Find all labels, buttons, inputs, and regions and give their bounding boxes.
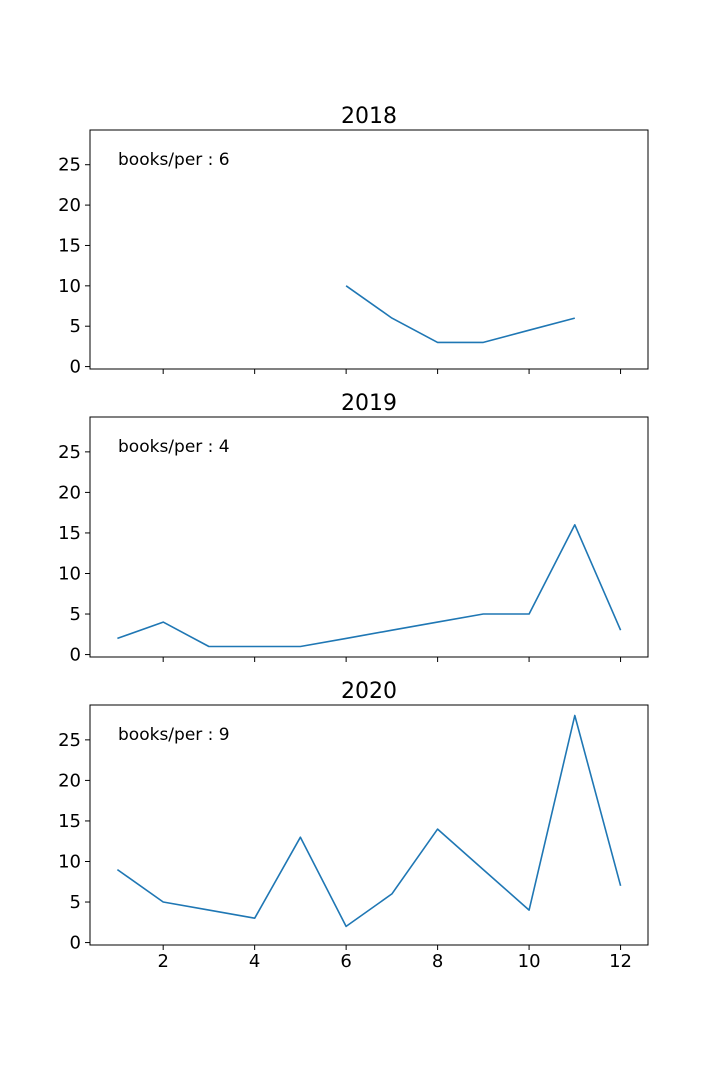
chart-2019-ytick-label: 20 — [58, 482, 81, 503]
chart-2020-series-line — [116, 714, 622, 928]
chart-2020-ytick-label: 25 — [58, 730, 81, 751]
chart-2018-ytick-label: 15 — [58, 235, 81, 256]
chart-2019-ytick-label: 10 — [58, 563, 81, 584]
chart-2018-ytick-label: 10 — [58, 276, 81, 297]
chart-2018-frame — [89, 129, 649, 370]
chart-2020-xtick-label: 4 — [249, 951, 260, 972]
chart-2020-ytick-label: 10 — [58, 851, 81, 872]
chart-2020-ytick-label: 0 — [70, 933, 81, 954]
chart-2019-ytick-label: 25 — [58, 442, 81, 463]
chart-2018-annotation: books/per : 6 — [118, 150, 230, 170]
chart-2019-frame — [89, 416, 649, 658]
chart-2020-xtick-label: 10 — [518, 951, 541, 972]
chart-2019-title: 2019 — [341, 391, 397, 416]
chart-2020-title: 2020 — [341, 679, 397, 704]
chart-2020-ytick-label: 5 — [70, 892, 81, 913]
chart-2020-xtick-label: 2 — [157, 951, 168, 972]
chart-2018-ytick-label: 20 — [58, 195, 81, 216]
chart-2018-ytick-label: 25 — [58, 155, 81, 176]
chart-2020-annotation: books/per : 9 — [118, 725, 230, 745]
chart-2020-xtick-label: 8 — [432, 951, 443, 972]
chart-2020-xtick-label: 6 — [340, 951, 351, 972]
chart-2020-frame — [89, 704, 649, 946]
chart-2019-ytick-label: 5 — [70, 604, 81, 625]
chart-2019-annotation: books/per : 4 — [118, 437, 230, 457]
chart-2019-ytick-label: 0 — [70, 645, 81, 666]
chart-2019-series-line — [117, 523, 622, 648]
chart-2020-xtick-label: 12 — [609, 951, 632, 972]
chart-2018-ytick-label: 0 — [70, 357, 81, 378]
chart-2020-ytick-label: 15 — [58, 811, 81, 832]
chart-2019-ytick-label: 15 — [58, 523, 81, 544]
chart-2020-ytick-label: 20 — [58, 770, 81, 791]
chart-2018-title: 2018 — [341, 104, 397, 129]
chart-2018-series-line — [345, 285, 576, 344]
chart-2018-ytick-label: 5 — [70, 316, 81, 337]
